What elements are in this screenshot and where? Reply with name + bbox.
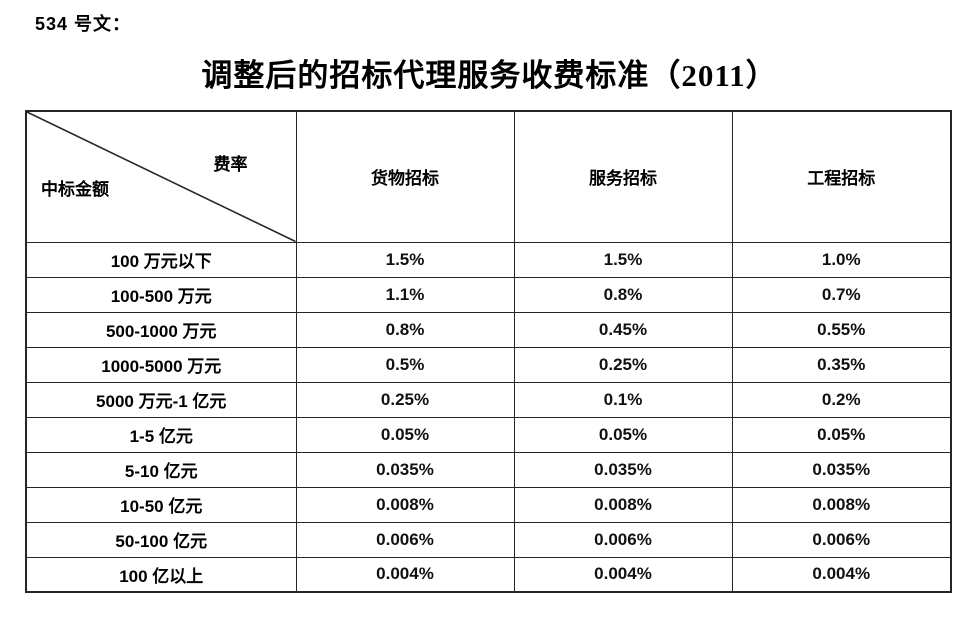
row-label: 1-5 亿元 — [25, 416, 297, 453]
rate-cell: 0.004% — [731, 556, 952, 593]
column-header-goods: 货物招标 — [295, 110, 515, 243]
rate-cell: 0.035% — [731, 451, 952, 488]
rate-cell: 0.004% — [513, 556, 733, 593]
row-label: 10-50 亿元 — [25, 486, 297, 523]
document-ref-number: 534 号文： — [35, 14, 132, 34]
row-label: 100 万元以下 — [25, 241, 297, 278]
table-row: 5-10 亿元 0.035% 0.035% 0.035% — [25, 451, 952, 488]
column-header-service: 服务招标 — [513, 110, 733, 243]
rate-cell: 0.1% — [513, 381, 733, 418]
row-label: 500-1000 万元 — [25, 311, 297, 348]
rate-cell: 1.5% — [513, 241, 733, 278]
rate-cell: 0.35% — [731, 346, 952, 383]
row-label: 5000 万元-1 亿元 — [25, 381, 297, 418]
row-label: 100-500 万元 — [25, 276, 297, 313]
page-title: 调整后的招标代理服务收费标准（2011） — [201, 58, 778, 93]
table-row: 500-1000 万元 0.8% 0.45% 0.55% — [25, 311, 952, 348]
rate-cell: 0.006% — [295, 521, 515, 558]
table-row: 100 万元以下 1.5% 1.5% 1.0% — [25, 241, 952, 278]
rate-cell: 1.1% — [295, 276, 515, 313]
table-header-row: 费率 中标金额 货物招标 服务招标 工程招标 — [25, 110, 952, 243]
rate-cell: 0.05% — [513, 416, 733, 453]
rate-cell: 0.25% — [513, 346, 733, 383]
row-label: 5-10 亿元 — [25, 451, 297, 488]
rate-cell: 0.2% — [731, 381, 952, 418]
rate-cell: 0.55% — [731, 311, 952, 348]
rate-cell: 0.05% — [731, 416, 952, 453]
corner-label-amount: 中标金额 — [41, 179, 109, 199]
rate-cell: 0.006% — [731, 521, 952, 558]
rate-cell: 0.5% — [295, 346, 515, 383]
corner-label-rate: 费率 — [213, 155, 248, 174]
rate-cell: 0.035% — [513, 451, 733, 488]
rate-cell: 0.25% — [295, 381, 515, 418]
table-row: 100 亿以上 0.004% 0.004% 0.004% — [25, 556, 952, 593]
rate-cell: 0.45% — [513, 311, 733, 348]
diagonal-divider-line — [27, 112, 296, 242]
rate-cell: 0.8% — [513, 276, 733, 313]
table-row: 10-50 亿元 0.008% 0.008% 0.008% — [25, 486, 952, 523]
rate-cell: 0.008% — [731, 486, 952, 523]
table-row: 1-5 亿元 0.05% 0.05% 0.05% — [25, 416, 952, 453]
rate-cell: 0.8% — [295, 311, 515, 348]
rate-cell: 0.004% — [295, 556, 515, 593]
table-row: 50-100 亿元 0.006% 0.006% 0.006% — [25, 521, 952, 558]
rate-cell: 0.7% — [731, 276, 952, 313]
fee-standard-table: 费率 中标金额 货物招标 服务招标 工程招标 100 万元以下 1.5% 1.5… — [25, 110, 952, 593]
rate-cell: 1.0% — [731, 241, 952, 278]
column-header-works: 工程招标 — [731, 110, 952, 243]
row-label: 1000-5000 万元 — [25, 346, 297, 383]
table-row: 5000 万元-1 亿元 0.25% 0.1% 0.2% — [25, 381, 952, 418]
rate-cell: 1.5% — [295, 241, 515, 278]
row-label: 100 亿以上 — [25, 556, 297, 593]
row-label: 50-100 亿元 — [25, 521, 297, 558]
rate-cell: 0.008% — [513, 486, 733, 523]
rate-cell: 0.05% — [295, 416, 515, 453]
table-row: 1000-5000 万元 0.5% 0.25% 0.35% — [25, 346, 952, 383]
rate-cell: 0.006% — [513, 521, 733, 558]
rate-cell: 0.035% — [295, 451, 515, 488]
table-row: 100-500 万元 1.1% 0.8% 0.7% — [25, 276, 952, 313]
rate-cell: 0.008% — [295, 486, 515, 523]
corner-header-cell: 费率 中标金额 — [25, 110, 297, 243]
